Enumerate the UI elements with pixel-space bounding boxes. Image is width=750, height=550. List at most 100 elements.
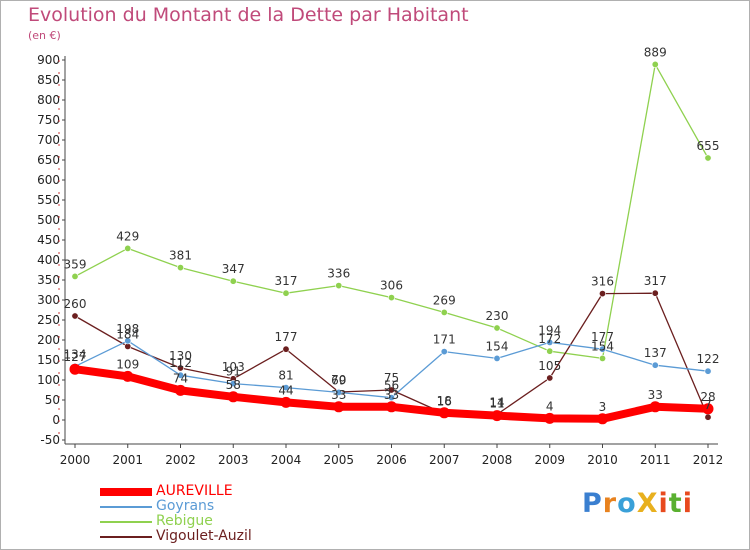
- data-label-vigoulet-auzil: 177: [275, 330, 298, 344]
- data-label-vigoulet-auzil: 317: [644, 274, 667, 288]
- x-tick-label: 2001: [112, 453, 143, 467]
- data-label-aureville: 58: [226, 378, 241, 392]
- legend-item-goyrans: Goyrans: [100, 499, 252, 514]
- data-label-aureville: 11: [489, 397, 504, 411]
- point-rebigue: [387, 294, 395, 302]
- point-vigoulet-auzil: [651, 289, 659, 297]
- data-label-vigoulet-auzil: 70: [331, 373, 346, 387]
- point-aureville: [702, 403, 714, 415]
- unit-label: (en €): [28, 29, 61, 42]
- point-aureville: [544, 412, 556, 424]
- point-aureville: [386, 401, 397, 413]
- y-tick-label: 400: [37, 253, 60, 267]
- data-label-vigoulet-auzil: 14: [489, 395, 504, 409]
- y-tick-label: 650: [37, 153, 60, 167]
- data-label-aureville: 4: [546, 399, 554, 413]
- x-tick-label: 2012: [693, 453, 724, 467]
- data-label-vigoulet-auzil: 184: [116, 327, 139, 341]
- y-tick-label: 50: [45, 393, 60, 407]
- y-tick-label: -50: [40, 433, 60, 447]
- y-tick-label: 700: [37, 133, 60, 147]
- point-rebigue: [177, 264, 185, 272]
- data-label-rebigue: 317: [275, 274, 298, 288]
- point-aureville: [491, 410, 503, 422]
- data-label-goyrans: 122: [697, 352, 720, 366]
- point-goyrans: [493, 354, 501, 362]
- y-tick-label: 550: [37, 193, 60, 207]
- data-label-aureville: 3: [599, 400, 607, 414]
- y-tick-label: 600: [37, 173, 60, 187]
- data-label-goyrans: 177: [591, 330, 614, 344]
- data-label-goyrans: 154: [486, 339, 509, 353]
- x-tick-label: 2007: [429, 453, 460, 467]
- x-tick-label: 2006: [376, 453, 407, 467]
- y-tick-label: 150: [37, 353, 60, 367]
- point-goyrans: [651, 361, 659, 369]
- legend-swatch: [100, 520, 152, 523]
- point-goyrans: [335, 388, 343, 396]
- point-vigoulet-auzil: [387, 386, 395, 394]
- logo-letter: r: [602, 488, 618, 519]
- data-label-goyrans: 194: [538, 323, 561, 337]
- data-label-vigoulet-auzil: 316: [591, 275, 614, 289]
- data-label-aureville: 33: [384, 388, 399, 402]
- point-goyrans: [387, 394, 395, 402]
- axes: -50 0 50 100 150 200 250 300 350 400 450 500 550 600 6…: [37, 53, 723, 467]
- data-label-goyrans: 56: [384, 379, 399, 393]
- data-label-vigoulet-auzil: 105: [538, 359, 561, 373]
- y-tick-label: 100: [37, 373, 60, 387]
- y-tick-label: 350: [37, 273, 60, 287]
- data-labels: 3594293813473173363062692301721548896552…: [64, 45, 720, 413]
- data-label-rebigue: 230: [486, 309, 509, 323]
- point-goyrans: [124, 337, 132, 345]
- point-aureville: [69, 363, 81, 375]
- point-rebigue: [124, 244, 132, 252]
- x-tick-label: 2002: [165, 453, 196, 467]
- x-tick-label: 2004: [271, 453, 302, 467]
- x-tick-label: 2000: [60, 453, 91, 467]
- legend-item-vigoulet-auzil: Vigoulet-Auzil: [100, 529, 252, 544]
- data-label-vigoulet-auzil: 7: [704, 398, 712, 412]
- point-vigoulet-auzil: [71, 312, 79, 320]
- point-rebigue: [282, 289, 290, 297]
- data-label-goyrans: 198: [116, 322, 139, 336]
- data-label-rebigue: 359: [64, 257, 87, 271]
- x-tick-label: 2010: [587, 453, 618, 467]
- point-goyrans: [282, 384, 290, 392]
- data-label-rebigue: 269: [433, 293, 456, 307]
- x-tick-label: 2008: [482, 453, 513, 467]
- data-label-aureville: 18: [437, 394, 452, 408]
- legend: AUREVILLE Goyrans Rebigue Vigoulet-Auzil: [100, 484, 252, 544]
- point-rebigue: [493, 324, 501, 332]
- point-goyrans: [177, 371, 185, 379]
- logo-letter: t: [668, 488, 683, 519]
- data-label-goyrans: 171: [433, 333, 456, 347]
- logo-letter: i: [682, 488, 693, 519]
- data-label-aureville: 44: [278, 383, 293, 397]
- data-label-rebigue: 381: [169, 249, 192, 263]
- data-label-aureville: 28: [700, 390, 715, 404]
- data-label-rebigue: 429: [116, 229, 139, 243]
- data-label-goyrans: 81: [278, 369, 293, 383]
- x-tick-label: 2005: [323, 453, 354, 467]
- data-label-rebigue: 655: [697, 139, 720, 153]
- series-line-rebigue: [74, 63, 709, 360]
- y-tick-label: 500: [37, 213, 60, 227]
- point-rebigue: [229, 277, 237, 285]
- legend-swatch: [100, 535, 152, 538]
- point-rebigue: [651, 60, 659, 68]
- data-label-vigoulet-auzil: 260: [64, 297, 87, 311]
- point-vigoulet-auzil: [282, 345, 290, 353]
- point-goyrans: [229, 380, 237, 388]
- y-tick-label: 450: [37, 233, 60, 247]
- chart-title: Evolution du Montant de la Dette par Hab…: [28, 4, 469, 26]
- y-tick-label: 200: [37, 333, 60, 347]
- data-label-goyrans: 69: [331, 373, 346, 387]
- data-label-rebigue: 172: [538, 332, 561, 346]
- point-goyrans: [546, 338, 554, 346]
- x-tick-label: 2011: [640, 453, 671, 467]
- data-label-rebigue: 154: [591, 339, 614, 353]
- proxiti-logo: ProXiti: [582, 488, 693, 519]
- x-tick-label: 2003: [218, 453, 249, 467]
- x-tick-label: 2009: [534, 453, 565, 467]
